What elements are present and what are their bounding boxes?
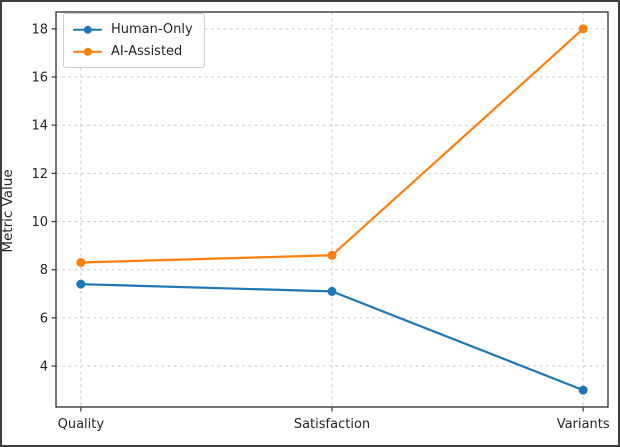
- x-tick-label: Satisfaction: [294, 417, 370, 432]
- y-tick-label: 14: [31, 119, 48, 134]
- y-tick-label: 18: [31, 22, 48, 37]
- legend-label: Human-Only: [111, 22, 193, 37]
- y-tick-label: 12: [31, 167, 48, 182]
- y-tick-label: 8: [40, 263, 48, 278]
- y-tick-label: 16: [31, 71, 48, 86]
- x-tick-label: Variants: [557, 417, 610, 432]
- x-tick-label: Quality: [58, 417, 105, 432]
- legend-item-ai-assisted: AI-Assisted: [73, 41, 193, 62]
- data-point-marker: [327, 250, 337, 260]
- data-point-marker: [327, 286, 337, 296]
- data-point-marker: [578, 385, 588, 395]
- legend-line-marker-icon: [73, 47, 102, 57]
- legend-line-marker-icon: [73, 25, 102, 35]
- data-point-marker: [76, 279, 86, 289]
- data-point-marker: [578, 24, 588, 34]
- legend-item-human-only: Human-Only: [73, 19, 193, 40]
- legend-label: AI-Assisted: [111, 44, 183, 59]
- legend: Human-Only AI-Assisted: [63, 13, 205, 68]
- y-tick-label: 4: [40, 360, 48, 375]
- data-point-marker: [76, 257, 86, 267]
- y-tick-label: 6: [40, 311, 48, 326]
- y-axis-title: Metric Value: [0, 169, 16, 253]
- y-tick-label: 10: [31, 215, 48, 230]
